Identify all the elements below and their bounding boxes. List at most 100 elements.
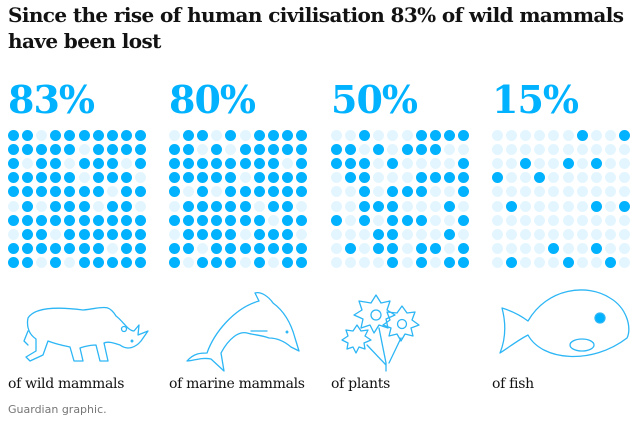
dot-lost [548, 256, 560, 268]
dot-remaining [197, 158, 209, 170]
dot-lost [64, 158, 76, 170]
dot-lost [253, 200, 265, 212]
dot-remaining [64, 200, 76, 212]
percent-value: 15% [492, 77, 579, 122]
dot-lost [415, 158, 427, 170]
dot-remaining [387, 158, 399, 170]
dot-lost [576, 144, 588, 156]
dot-lost [548, 228, 560, 240]
dot-remaining [295, 256, 307, 268]
dot-remaining [36, 158, 48, 170]
dot-lost [64, 256, 76, 268]
dot-lost [443, 186, 455, 198]
dot-remaining [64, 214, 76, 226]
panel-wild-mammals: 83% of wild mammals [8, 78, 168, 408]
dot-lost [548, 158, 560, 170]
dot-remaining [36, 186, 48, 198]
dot-remaining [211, 242, 223, 254]
dot-lost [211, 130, 223, 141]
dot-remaining [345, 172, 357, 184]
dot-remaining [50, 130, 62, 141]
waffle-grid [492, 130, 634, 272]
dot-lost [576, 256, 588, 268]
dot-remaining [267, 186, 279, 198]
percent-value: 50% [331, 77, 418, 122]
dot-remaining [506, 256, 518, 268]
dot-remaining [576, 130, 588, 141]
dot-remaining [183, 200, 195, 212]
dot-lost [345, 186, 357, 198]
fish-icon [499, 289, 630, 358]
dot-lost [590, 214, 602, 226]
dot-lost [618, 144, 630, 156]
dot-remaining [92, 144, 104, 156]
dot-remaining [415, 186, 427, 198]
dot-remaining [295, 130, 307, 141]
dot-remaining [267, 228, 279, 240]
dot-remaining [8, 256, 19, 268]
dot-lost [134, 200, 146, 212]
dot-remaining [22, 242, 34, 254]
dot-remaining [253, 186, 265, 198]
category-label: of wild mammals [8, 376, 125, 392]
dot-remaining [281, 200, 293, 212]
dot-remaining [50, 214, 62, 226]
dot-lost [183, 256, 195, 268]
percent-value: 83% [8, 77, 95, 122]
dot-remaining [183, 130, 195, 141]
dot-lost [401, 158, 413, 170]
dot-lost [183, 186, 195, 198]
dot-lost [359, 144, 371, 156]
dot-lost [548, 144, 560, 156]
dot-remaining [92, 158, 104, 170]
dot-remaining [78, 214, 90, 226]
dot-lost [239, 228, 251, 240]
dot-remaining [590, 242, 602, 254]
dot-remaining [267, 200, 279, 212]
dot-remaining [534, 172, 546, 184]
dot-lost [197, 144, 209, 156]
dot-remaining [64, 144, 76, 156]
dot-lost [331, 172, 342, 184]
dot-remaining [443, 130, 455, 141]
dot-remaining [64, 186, 76, 198]
dot-remaining [225, 172, 237, 184]
dot-lost [506, 186, 518, 198]
dot-remaining [548, 242, 560, 254]
dot-remaining [253, 256, 265, 268]
dot-lost [492, 158, 503, 170]
dot-remaining [211, 200, 223, 212]
dot-remaining [295, 186, 307, 198]
dot-lost [520, 172, 532, 184]
dot-remaining [197, 228, 209, 240]
dot-lost [618, 172, 630, 184]
dot-remaining [429, 242, 441, 254]
dot-remaining [457, 130, 469, 141]
chart-title: Since the rise of human civilisation 83%… [8, 3, 624, 53]
dot-lost [618, 228, 630, 240]
dot-remaining [295, 242, 307, 254]
dot-remaining [492, 172, 503, 184]
dot-remaining [345, 144, 357, 156]
dot-remaining [8, 186, 19, 198]
dot-lost [520, 186, 532, 198]
dot-remaining [120, 256, 132, 268]
dot-remaining [443, 200, 455, 212]
dot-remaining [50, 172, 62, 184]
dot-lost [78, 172, 90, 184]
dot-remaining [429, 144, 441, 156]
dot-remaining [443, 228, 455, 240]
dot-lost [331, 228, 342, 240]
dot-remaining [134, 130, 146, 141]
dot-remaining [211, 256, 223, 268]
dot-remaining [295, 144, 307, 156]
dot-remaining [36, 144, 48, 156]
dot-lost [373, 158, 385, 170]
dot-remaining [457, 214, 469, 226]
dot-lost [604, 144, 616, 156]
dot-lost [373, 186, 385, 198]
dot-remaining [253, 214, 265, 226]
dot-remaining [415, 214, 427, 226]
dot-remaining [373, 228, 385, 240]
dot-lost [604, 228, 616, 240]
